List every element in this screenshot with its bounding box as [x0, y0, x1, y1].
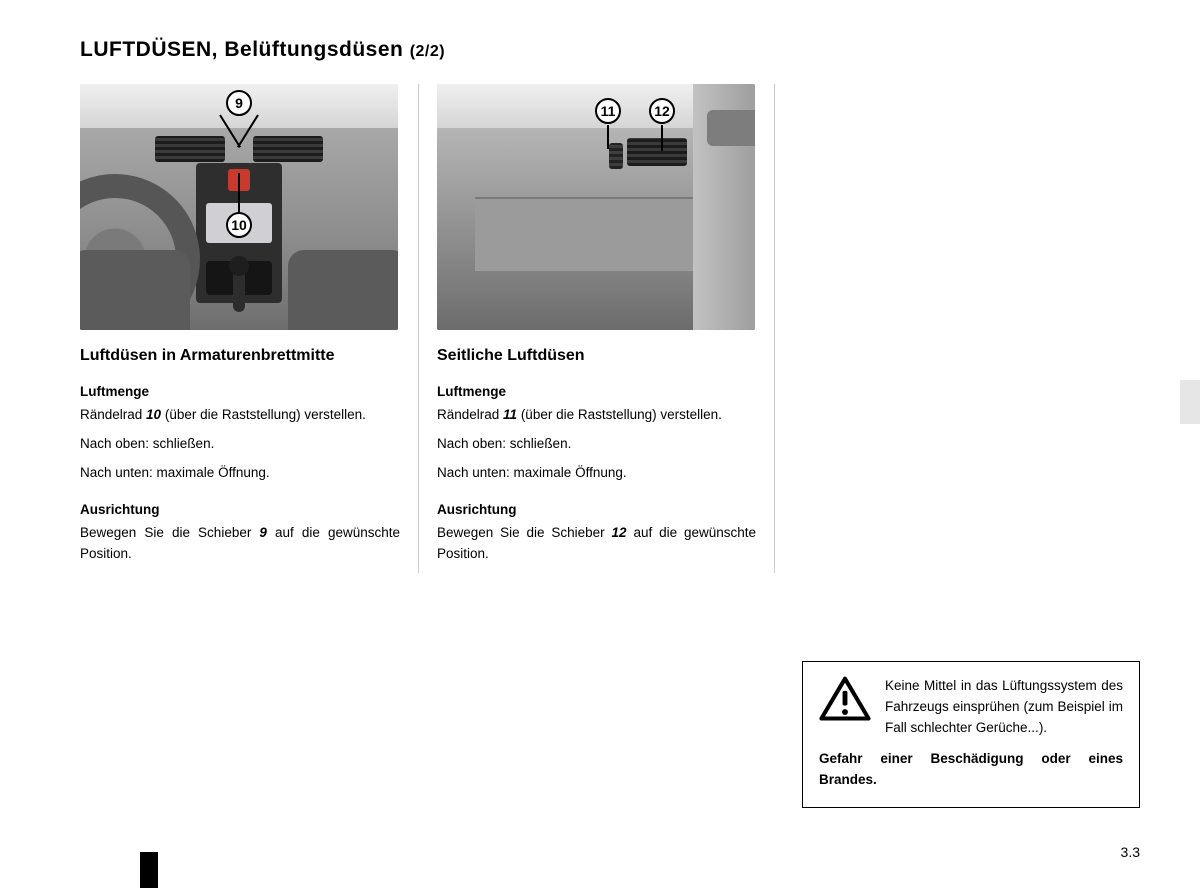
side-vent-wheel — [609, 143, 623, 169]
subhead-ausrichtung-2: Ausrichtung — [437, 502, 756, 517]
warning-icon — [819, 676, 871, 722]
p-close-2: Nach oben: schließen. — [437, 434, 756, 455]
leader-11 — [607, 125, 609, 149]
warning-box: Keine Mittel in das Lüftungssystem des F… — [802, 661, 1140, 808]
footer-crop-mark — [140, 852, 158, 888]
gear-shifter — [233, 266, 245, 312]
warning-row: Keine Mittel in das Lüftungssystem des F… — [819, 676, 1123, 739]
text: Bewegen Sie die Schieber — [80, 525, 259, 540]
text: Bewegen Sie die Schieber — [437, 525, 612, 540]
title-main: LUFTDÜSEN, — [80, 38, 218, 61]
subhead-luftmenge-2: Luftmenge — [437, 384, 756, 399]
leader-10 — [238, 173, 240, 213]
callout-10: 10 — [226, 212, 252, 238]
callout-9: 9 — [226, 90, 252, 116]
column-1: 39975 9 10 Luftdüs — [80, 84, 418, 573]
p-open-1: Nach unten: maximale Öffnung. — [80, 463, 400, 484]
center-vent-right — [253, 136, 323, 162]
column-3 — [774, 84, 1130, 573]
figure-center-vents: 39975 9 10 — [80, 84, 398, 330]
title-sub: Belüftungsdüsen — [224, 38, 403, 61]
ref-9: 9 — [259, 525, 267, 540]
p-open-2: Nach unten: maximale Öffnung. — [437, 463, 756, 484]
column-2: 39976 11 12 Seitliche Luftdüsen Luftmeng… — [418, 84, 774, 573]
subhead-ausrichtung-1: Ausrichtung — [80, 502, 400, 517]
text: Rändelrad — [437, 407, 503, 422]
page-title: LUFTDÜSEN, Belüftungsdüsen (2/2) — [80, 38, 1140, 62]
page-number: 3.3 — [1121, 844, 1140, 860]
ref-12: 12 — [612, 525, 627, 540]
callout-12: 12 — [649, 98, 675, 124]
ref-10: 10 — [146, 407, 161, 422]
callout-11: 11 — [595, 98, 621, 124]
columns: 39975 9 10 Luftdüs — [80, 84, 1140, 573]
p-raendelrad-10: Rändelrad 10 (über die Raststellung) ver… — [80, 405, 400, 426]
side-tab — [1180, 380, 1200, 424]
text: (über die Raststellung) verstellen. — [161, 407, 366, 422]
text: (über die Raststellung) verstellen. — [517, 407, 722, 422]
p-raendelrad-11: Rändelrad 11 (über die Raststellung) ver… — [437, 405, 756, 426]
manual-page: LUFTDÜSEN, Belüftungsdüsen (2/2) 39975 — [0, 0, 1200, 888]
text: Rändelrad — [80, 407, 146, 422]
center-vent-left — [155, 136, 225, 162]
side-mirror — [707, 110, 755, 146]
subhead-luftmenge-1: Luftmenge — [80, 384, 400, 399]
title-paren: (2/2) — [410, 43, 445, 60]
leader-12 — [661, 125, 663, 151]
section-heading-side: Seitliche Luftdüsen — [437, 346, 756, 366]
seat-right — [288, 250, 398, 330]
seat-left — [80, 250, 190, 330]
p-close-1: Nach oben: schließen. — [80, 434, 400, 455]
warning-bold: Gefahr einer Beschädigung oder eines Bra… — [819, 749, 1123, 791]
p-schieber-12: Bewegen Sie die Schieber 12 auf die gewü… — [437, 523, 756, 565]
side-vent — [627, 138, 687, 166]
section-heading-center: Luftdüsen in Armaturenbrettmitte — [80, 346, 400, 366]
p-schieber-9: Bewegen Sie die Schieber 9 auf die gewün… — [80, 523, 400, 565]
figure-side-vents: 39976 11 12 — [437, 84, 755, 330]
warning-text: Keine Mittel in das Lüftungssystem des F… — [885, 676, 1123, 739]
ref-11: 11 — [503, 407, 517, 422]
glovebox — [475, 197, 717, 271]
